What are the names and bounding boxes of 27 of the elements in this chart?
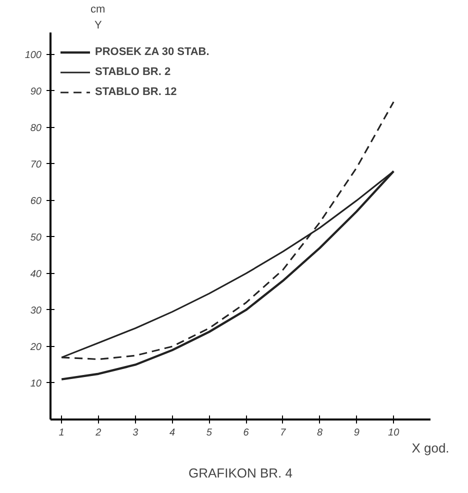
- y-tick-label: 30: [30, 305, 42, 316]
- x-tick-label: 5: [206, 428, 212, 438]
- x-tick-label: 9: [354, 428, 360, 438]
- y-tick-label: 20: [29, 342, 42, 353]
- x-tick-label: 3: [132, 428, 139, 438]
- y-tick-label: 90: [30, 86, 42, 98]
- x-tick-label: 2: [94, 428, 102, 438]
- y-tick-label: 10: [30, 378, 42, 390]
- text: GRAFIKON BR. 4: [188, 466, 293, 480]
- x-tick-label: 4: [169, 428, 176, 438]
- legend-label: STABLO BR. 2: [95, 66, 171, 78]
- y-tick-label: 60: [30, 196, 42, 207]
- x-tick-label: 8: [317, 428, 324, 438]
- legend-label: PROSEK ZA 30 STAB.: [95, 46, 210, 58]
- x-axis-title: X god.: [412, 440, 450, 456]
- x-tick-label: 7: [280, 428, 286, 438]
- x-tick-label: 1: [58, 428, 64, 438]
- y-tick-label: 40: [30, 268, 42, 280]
- y-axis-title: Y: [94, 20, 102, 32]
- legend-label: STABLO BR. 12: [95, 86, 177, 98]
- y-tick-label: 70: [30, 159, 42, 170]
- y-tick-label: 50: [30, 232, 42, 244]
- text: cm: [90, 4, 106, 16]
- y-tick-label: 100: [24, 50, 42, 61]
- x-tick-label: 6: [243, 428, 250, 438]
- y-tick-label: 80: [30, 122, 42, 134]
- x-tick-label: 10: [388, 428, 400, 438]
